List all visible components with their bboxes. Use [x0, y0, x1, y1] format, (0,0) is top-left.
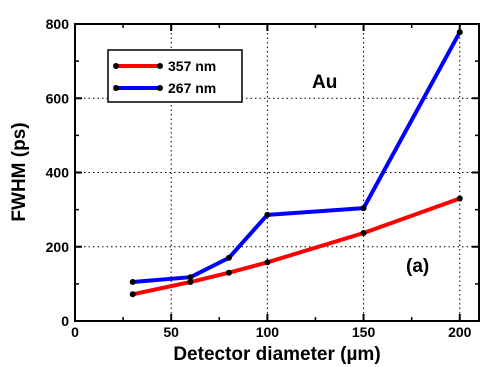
series-line-2: [132, 31, 462, 285]
grid-lines: [75, 24, 479, 321]
data-point-series-2: [129, 279, 136, 286]
series-line-1: [132, 196, 461, 297]
y-tick-label: 600: [46, 90, 70, 106]
data-point-series-2: [264, 211, 271, 218]
y-axis-label: FWHM (ps): [9, 122, 30, 221]
x-tick-label: 200: [448, 324, 472, 340]
annotation-au: Au: [312, 72, 337, 93]
y-tick-label: 200: [46, 239, 70, 255]
annotation-a: (a): [406, 256, 429, 277]
data-point-series-1: [360, 230, 367, 237]
axis-ticks: [74, 23, 479, 322]
legend-marker: [157, 85, 163, 91]
legend-label-2: 267 nm: [168, 80, 216, 96]
data-point-series-1: [129, 291, 136, 298]
legend: 357 nm 267 nm: [107, 49, 243, 103]
series-group: [129, 29, 463, 298]
y-tick-label: 800: [46, 16, 70, 32]
data-point-series-2: [225, 254, 232, 261]
x-tick-label: 100: [256, 324, 280, 340]
legend-label-1: 357 nm: [168, 58, 216, 74]
x-tick-labels: 0 50 100 150 200: [71, 324, 472, 340]
y-tick-label: 400: [46, 165, 70, 181]
x-axis-label: Detector diameter (µm): [173, 344, 380, 365]
data-point-series-1: [225, 269, 232, 276]
data-point-series-1: [264, 259, 271, 266]
data-point-series-2: [187, 274, 194, 281]
y-tick-label: 0: [61, 313, 69, 329]
data-point-series-1: [456, 195, 463, 202]
legend-box: [107, 49, 243, 103]
x-tick-label: 150: [352, 324, 376, 340]
x-tick-label: 0: [71, 324, 79, 340]
legend-marker: [113, 63, 119, 69]
data-point-series-2: [360, 205, 367, 212]
data-point-series-2: [456, 29, 463, 36]
legend-marker: [157, 63, 163, 69]
x-tick-label: 50: [163, 324, 179, 340]
legend-marker: [113, 85, 119, 91]
y-tick-labels: 0 200 400 600 800: [46, 16, 70, 329]
data-point-series-1: [187, 279, 194, 286]
